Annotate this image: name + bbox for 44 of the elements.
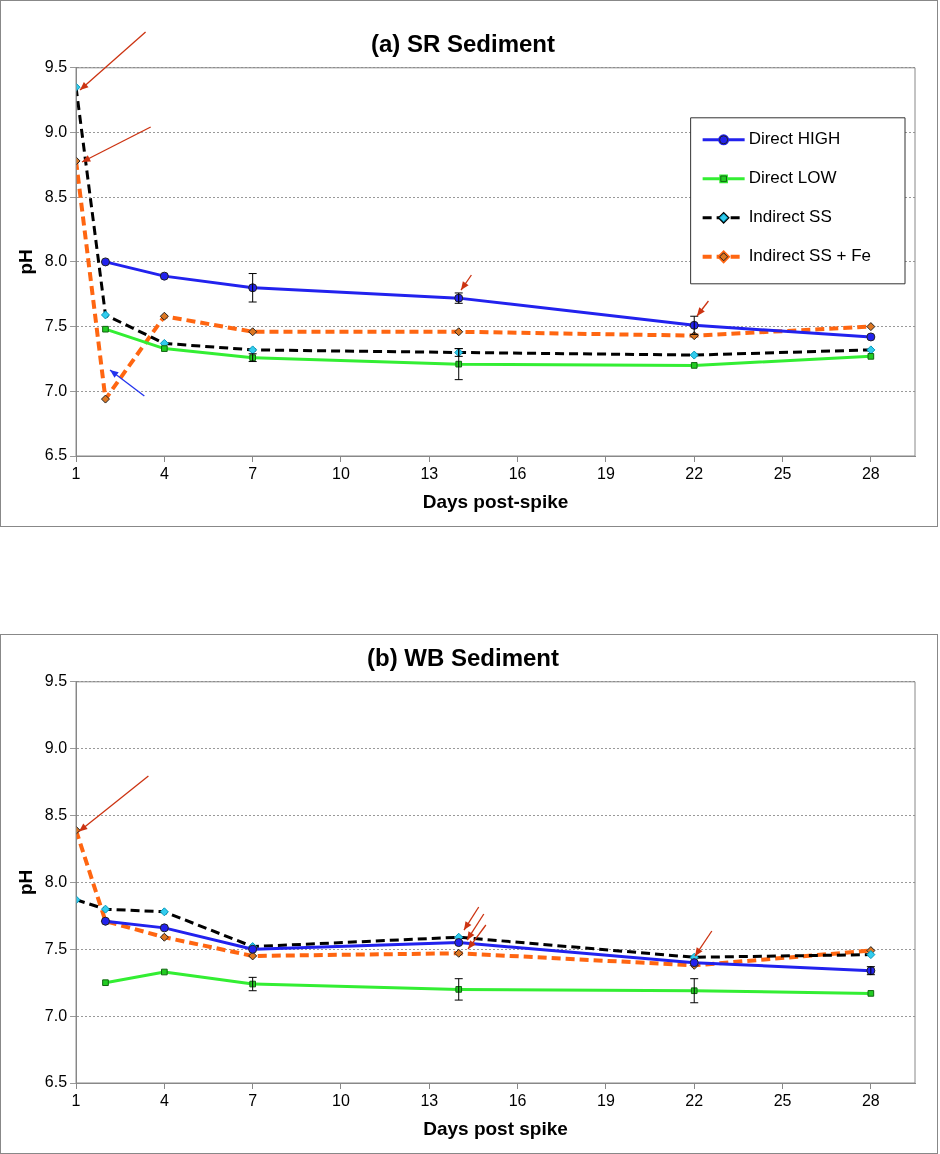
y-axis-title: pH xyxy=(14,249,36,275)
y-tick-label: 7.5 xyxy=(44,317,68,335)
y-tick-label: 9.5 xyxy=(44,58,68,76)
chart-title: (a) SR Sediment xyxy=(370,30,556,58)
y-tick-label: 7.0 xyxy=(44,381,68,399)
x-tick-label: 13 xyxy=(420,1092,439,1110)
x-tick-label: 16 xyxy=(508,1092,527,1110)
y-axis-title: pH xyxy=(14,869,36,896)
x-tick-label: 13 xyxy=(420,465,439,483)
x-tick-label: 22 xyxy=(685,1092,704,1110)
x-tick-label: 16 xyxy=(508,465,527,483)
x-tick-label: 25 xyxy=(773,465,792,483)
y-tick-label: 7.5 xyxy=(44,939,68,957)
x-tick-label: 7 xyxy=(248,465,258,483)
legend-label: Indirect SS xyxy=(748,207,832,227)
x-axis-title: Days post spike xyxy=(423,1117,568,1139)
x-tick-label: 10 xyxy=(332,1092,350,1110)
x-tick-label: 28 xyxy=(861,1092,880,1110)
x-tick-label: 4 xyxy=(159,465,169,483)
legend-label: Indirect SS + Fe xyxy=(748,246,872,266)
legend-label: Direct LOW xyxy=(748,168,837,188)
x-tick-label: 22 xyxy=(685,465,704,483)
y-tick-label: 8.5 xyxy=(44,805,68,823)
y-tick-label: 6.5 xyxy=(44,446,68,464)
x-tick-label: 1 xyxy=(71,465,81,483)
x-tick-label: 1 xyxy=(71,1092,81,1110)
x-tick-label: 4 xyxy=(159,1092,169,1110)
x-tick-label: 19 xyxy=(597,465,615,483)
legend-label: Direct HIGH xyxy=(748,129,841,149)
y-tick-label: 8.0 xyxy=(44,252,68,270)
chart-title: (b) WB Sediment xyxy=(367,644,559,672)
x-tick-label: 19 xyxy=(597,1092,615,1110)
x-tick-label: 28 xyxy=(861,465,880,483)
x-tick-label: 10 xyxy=(332,465,350,483)
y-tick-label: 8.0 xyxy=(44,872,68,890)
y-tick-label: 9.0 xyxy=(44,739,68,757)
y-tick-label: 9.5 xyxy=(44,672,68,690)
y-tick-label: 6.5 xyxy=(44,1073,68,1091)
x-axis-title: Days post-spike xyxy=(422,490,569,512)
x-tick-label: 7 xyxy=(248,1092,258,1110)
x-tick-label: 25 xyxy=(773,1092,792,1110)
y-tick-label: 9.0 xyxy=(44,122,68,140)
y-tick-label: 7.0 xyxy=(44,1006,68,1024)
y-tick-label: 8.5 xyxy=(44,187,68,205)
